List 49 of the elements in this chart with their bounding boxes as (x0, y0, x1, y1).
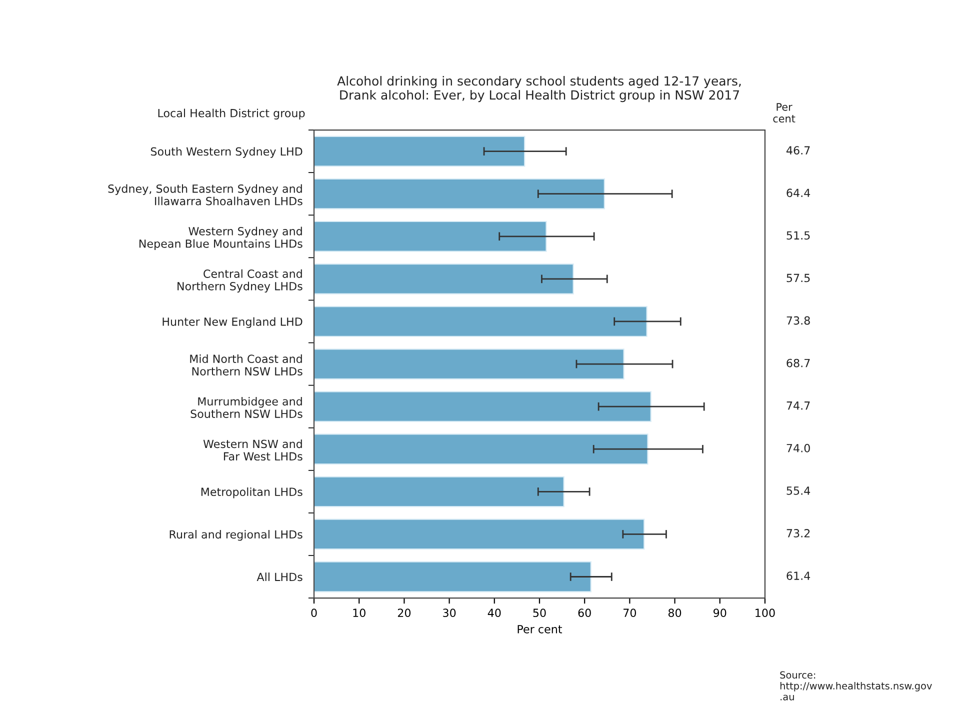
chart-title: Alcohol drinking in secondary school students aged 12-17 years, Drank alcohol: Ever, by Local Health District group in NSW 2017 (337, 76, 741, 102)
bar (314, 263, 574, 294)
data-label: 64.4 (786, 188, 810, 198)
x-axis-title: Per cent (518, 625, 562, 634)
x-tick-label: 70 (624, 608, 636, 618)
bar (314, 518, 645, 550)
data-label: 73.8 (786, 316, 810, 325)
data-label: 57.5 (786, 274, 810, 282)
bar (314, 391, 652, 422)
x-tick-label: 30 (443, 608, 456, 618)
source-note: Source: http://www.healthstats.nsw.gov .au (780, 671, 932, 700)
y-tick-label: Mid North Coast and Northern NSW LHDs (190, 354, 302, 376)
y-tick-label: Western NSW and Far West LHDs (203, 440, 302, 461)
data-label: 51.5 (786, 231, 810, 240)
x-tick-label: 20 (398, 608, 411, 618)
bar (314, 476, 564, 508)
y-tick-label: Sydney, South Eastern Sydney and Illawarra Shoalhaven LHDs (108, 184, 302, 206)
data-label: 55.4 (786, 486, 810, 495)
y-tick-label: All LHDs (256, 572, 302, 582)
y-tick-label: Central Coast and Northern Sydney LHDs (178, 269, 302, 293)
bar (314, 220, 547, 252)
bar (314, 136, 526, 167)
y-tick-label: Western Sydney and Nepean Blue Mountains LHDs (139, 226, 302, 250)
data-label: 74.0 (786, 444, 810, 452)
bar (314, 434, 648, 465)
x-tick-label: 80 (668, 608, 682, 618)
x-tick-label: 0 (311, 608, 317, 618)
y-tick-label: Rural and regional LHDs (170, 530, 302, 541)
data-label: 46.7 (786, 146, 810, 155)
bar (314, 561, 592, 592)
bar (314, 306, 648, 337)
x-tick-label: 90 (714, 608, 726, 618)
x-tick-label: 50 (533, 608, 546, 618)
bar (314, 178, 605, 210)
y-tick-label: South Western Sydney LHD (150, 147, 302, 158)
y-tick-label: Hunter New England LHD (162, 317, 302, 328)
x-tick-label: 40 (488, 608, 501, 618)
data-label: 61.4 (786, 572, 810, 580)
y-tick-label: Metropolitan LHDs (201, 487, 302, 498)
y-tick-label: Murrumbidgee and Southern NSW LHDs (190, 396, 302, 418)
text: Per cent (773, 103, 796, 123)
bar (314, 348, 624, 380)
x-tick-label: 60 (578, 608, 591, 618)
x-tick-label: 10 (353, 608, 366, 618)
data-label: 68.7 (786, 358, 810, 368)
data-label: 73.2 (786, 529, 810, 538)
x-tick-label: 100 (756, 608, 775, 618)
data-label: 74.7 (786, 402, 810, 410)
y-axis-title: Local Health District group (158, 108, 305, 120)
